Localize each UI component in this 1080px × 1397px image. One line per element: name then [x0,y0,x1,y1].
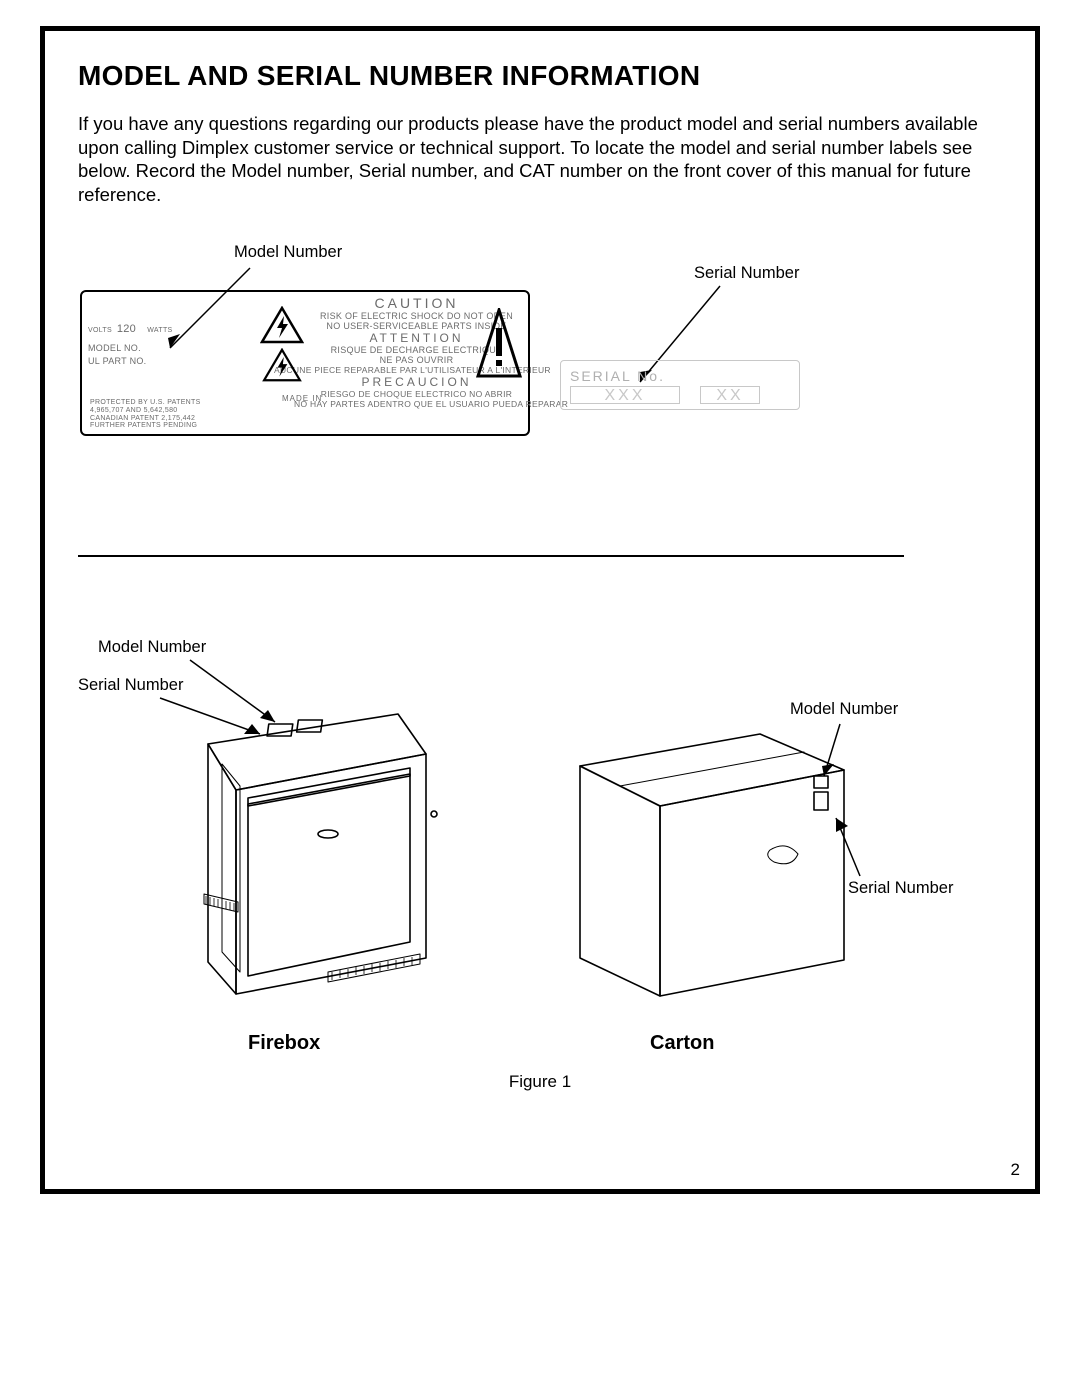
serial-label-diagram: SERIAL No. XXX XX [560,360,800,410]
shock-hazard-icon [260,306,304,344]
page-number: 2 [1011,1160,1020,1180]
caption-carton: Carton [650,1032,714,1055]
volts-value: 120 [117,323,136,335]
callout-serial-number-firebox: Serial Number [78,676,183,695]
section-heading: MODEL AND SERIAL NUMBER INFORMATION [78,60,700,92]
ul-part-no-label: UL PART NO. [88,355,208,368]
serial-label-title: SERIAL No. [570,368,665,384]
document-page: MODEL AND SERIAL NUMBER INFORMATION If y… [0,0,1080,1397]
callout-model-number-label-top: Model Number [234,243,342,262]
rating-label-diagram: VOLTS 120 WATTS MODEL NO. UL PART NO. CA… [80,290,530,436]
precaucion-line: RIESGO DE CHOQUE ELECTRICO NO ABRIR [314,389,519,399]
caption-firebox: Firebox [248,1032,320,1055]
patent-line: PROTECTED BY U.S. PATENTS [90,399,201,407]
callout-model-number-firebox: Model Number [98,638,206,657]
shock-hazard-icon [262,348,302,382]
patents-block: PROTECTED BY U.S. PATENTS 4,965,707 AND … [90,399,201,430]
callout-model-number-carton: Model Number [790,700,898,719]
serial-label-box1: XXX [570,386,680,404]
patent-line: FURTHER PATENTS PENDING [90,422,201,430]
rating-label-left-block: VOLTS 120 WATTS MODEL NO. UL PART NO. [88,322,208,368]
warning-triangle-icon [476,308,522,378]
figure-label: Figure 1 [0,1072,1080,1092]
callout-serial-number-label-top: Serial Number [694,264,799,283]
patent-line: 4,965,707 AND 5,642,580 [90,407,201,415]
serial-label-box2: XX [700,386,760,404]
volts-label: VOLTS [88,326,114,336]
firebox-diagram [178,694,448,1010]
callout-serial-number-carton: Serial Number [848,879,953,898]
model-no-label: MODEL NO. [88,342,208,355]
section-divider [78,555,904,557]
watts-label: WATTS [147,326,173,336]
carton-diagram [560,722,860,1008]
patent-line: CANADIAN PATENT 2,175,442 [90,415,201,423]
body-paragraph: If you have any questions regarding our … [78,112,988,207]
precaucion-line: NO HAY PARTES ADENTRO QUE EL USUARIO PUE… [294,399,519,409]
made-in-label: MADE IN [282,394,322,403]
